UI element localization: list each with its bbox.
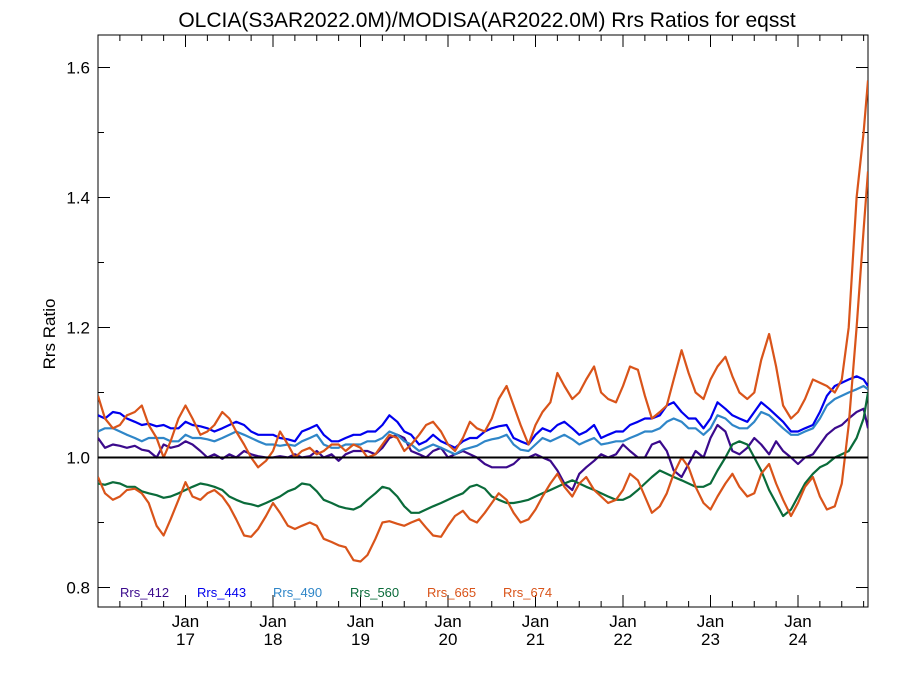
series-line-rrs-665 (98, 80, 868, 469)
y-tick-label: 1.2 (66, 319, 90, 338)
x-tick-label-year: 18 (264, 630, 283, 649)
y-tick-label: 1.0 (66, 449, 90, 468)
x-tick-label-month: Jan (609, 612, 636, 631)
y-tick-label: 1.6 (66, 59, 90, 78)
series-line-rrs-560 (98, 392, 868, 518)
x-tick-label-year: 21 (526, 630, 545, 649)
legend-entry-rrs-490: Rrs_490 (273, 585, 322, 600)
x-tick-label-year: 20 (439, 630, 458, 649)
x-tick-label-year: 22 (614, 630, 633, 649)
chart-title: OLCIA(S3AR2022.0M)/MODISA(AR2022.0M) Rrs… (178, 9, 796, 32)
series-line-rrs-412 (98, 407, 868, 492)
legend-entry-rrs-412: Rrs_412 (120, 585, 169, 600)
y-axis-label: Rrs Ratio (40, 299, 59, 370)
x-tick-label-month: Jan (784, 612, 811, 631)
x-tick-label-month: Jan (172, 612, 199, 631)
series-line-rrs-443 (98, 375, 868, 449)
series-line-rrs-490 (98, 384, 868, 456)
x-tick-label-year: 23 (701, 630, 720, 649)
legend-entry-rrs-560: Rrs_560 (350, 585, 399, 600)
legend-entry-rrs-443: Rrs_443 (197, 585, 246, 600)
x-tick-label-month: Jan (347, 612, 374, 631)
x-tick-label-year: 24 (789, 630, 808, 649)
x-tick-label-month: Jan (697, 612, 724, 631)
x-tick-label-month: Jan (522, 612, 549, 631)
x-tick-label-month: Jan (259, 612, 286, 631)
x-tick-label-year: 17 (176, 630, 195, 649)
x-tick-label-year: 19 (351, 630, 370, 649)
series-line-rrs-674 (98, 171, 868, 563)
plot-frame (97, 34, 869, 608)
legend-entry-rrs-674: Rrs_674 (503, 585, 552, 600)
y-tick-label: 1.4 (66, 189, 90, 208)
plot-area: 0.81.01.21.41.6Jan17Jan18Jan19Jan20Jan21… (66, 34, 869, 649)
x-tick-label-month: Jan (434, 612, 461, 631)
legend-entry-rrs-665: Rrs_665 (427, 585, 476, 600)
y-tick-label: 0.8 (66, 579, 90, 598)
